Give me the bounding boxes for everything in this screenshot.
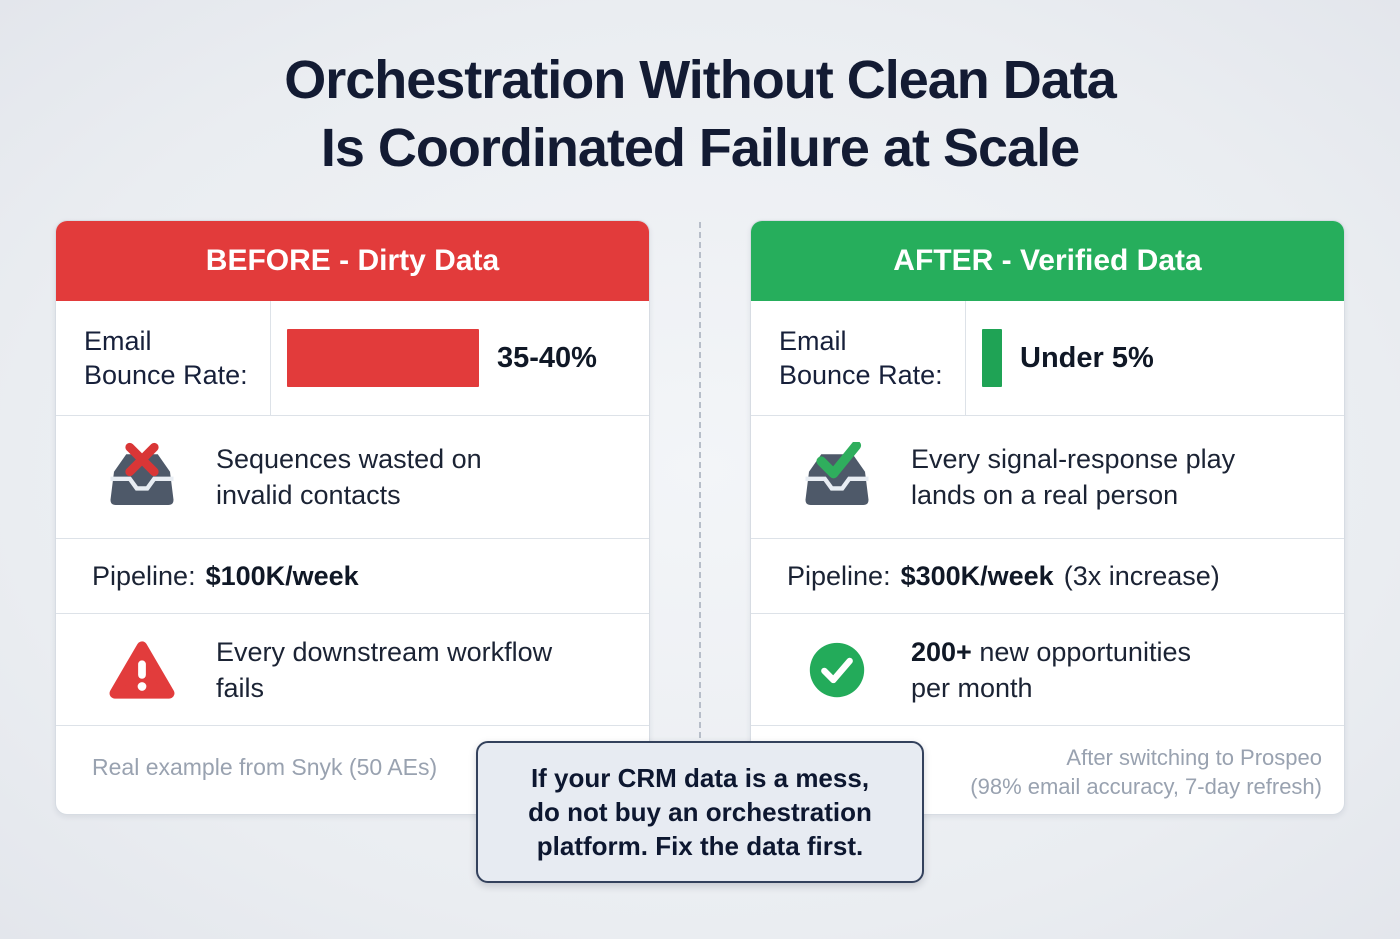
- before-bounce-value: 35-40%: [497, 341, 597, 374]
- before-row4-line1: Every downstream workflow: [216, 636, 553, 667]
- after-footer-line2: (98% email accuracy, 7-day refresh): [970, 774, 1322, 799]
- before-row4-text: Every downstream workflow fails: [216, 634, 552, 706]
- before-row2-text: Sequences wasted on invalid contacts: [216, 441, 482, 513]
- after-footer-note: After switching to Prospeo (98% email ac…: [751, 726, 1344, 814]
- before-row4-line2: fails: [216, 672, 265, 703]
- before-bounce-label-line2: Bounce Rate:: [84, 360, 248, 390]
- after-bounce-label-line2: Bounce Rate:: [779, 360, 943, 390]
- after-row4: 200+ new opportunities per month: [751, 614, 1344, 726]
- before-row2: Sequences wasted on invalid contacts: [56, 416, 649, 539]
- after-row4-bold: 200+: [911, 636, 972, 667]
- before-bounce-bar: [287, 329, 479, 387]
- inbox-x-icon: [100, 442, 184, 512]
- before-bounce-bar-cell: 35-40%: [271, 301, 649, 415]
- after-row4-rest: new opportunities: [971, 636, 1191, 667]
- before-row2-line1: Sequences wasted on: [216, 444, 482, 474]
- callout-box: If your CRM data is a mess, do not buy a…: [476, 741, 924, 883]
- before-bounce-label-line1: Email: [84, 326, 152, 356]
- after-row2: Every signal-response play lands on a re…: [751, 416, 1344, 539]
- center-dashed-divider: [699, 222, 701, 738]
- callout-line2: do not buy an orchestration: [528, 797, 872, 827]
- after-pipeline-row: Pipeline: $300K/week (3x increase): [751, 539, 1344, 614]
- after-bounce-row: Email Bounce Rate: Under 5%: [751, 301, 1344, 416]
- before-row2-line2: invalid contacts: [216, 480, 401, 510]
- after-row2-line2: lands on a real person: [911, 480, 1179, 510]
- page-title: Orchestration Without Clean Data Is Coor…: [0, 46, 1400, 182]
- before-row4: Every downstream workflow fails: [56, 614, 649, 726]
- page-title-line2: Is Coordinated Failure at Scale: [320, 118, 1080, 178]
- after-row4-line1: 200+ new opportunities: [911, 634, 1191, 670]
- inbox-check-icon: [795, 442, 879, 512]
- after-pipeline-suffix: (3x increase): [1063, 560, 1220, 591]
- after-card: AFTER - Verified Data Email Bounce Rate:…: [750, 220, 1345, 815]
- warning-triangle-icon: [100, 639, 184, 701]
- before-pipeline-label: Pipeline:: [92, 560, 196, 591]
- before-bounce-label: Email Bounce Rate:: [56, 301, 271, 415]
- before-pipeline-value: $100K/week: [205, 560, 359, 591]
- after-row4-line2: per month: [911, 672, 1033, 703]
- after-row2-line1: Every signal-response play: [911, 444, 1236, 474]
- after-footer-line1: After switching to Prospeo: [1066, 745, 1322, 770]
- callout-line3: platform. Fix the data first.: [536, 831, 864, 861]
- before-card: BEFORE - Dirty Data Email Bounce Rate: 3…: [55, 220, 650, 815]
- before-pipeline-row: Pipeline: $100K/week: [56, 539, 649, 614]
- after-bounce-label: Email Bounce Rate:: [751, 301, 966, 415]
- after-bounce-label-line1: Email: [779, 326, 847, 356]
- before-bounce-row: Email Bounce Rate: 35-40%: [56, 301, 649, 416]
- before-card-header: BEFORE - Dirty Data: [56, 221, 649, 301]
- page-title-line1: Orchestration Without Clean Data: [284, 50, 1117, 110]
- after-bounce-bar-cell: Under 5%: [966, 301, 1344, 415]
- after-row2-text: Every signal-response play lands on a re…: [911, 441, 1235, 513]
- after-row4-text: 200+ new opportunities per month: [911, 634, 1191, 706]
- after-card-header: AFTER - Verified Data: [751, 221, 1344, 301]
- after-pipeline-label: Pipeline:: [787, 560, 891, 591]
- after-pipeline-value: $300K/week: [900, 560, 1054, 591]
- check-circle-icon: [795, 641, 879, 699]
- before-footer-note: Real example from Snyk (50 AEs): [92, 754, 438, 780]
- after-bounce-value: Under 5%: [1020, 341, 1154, 374]
- after-bounce-bar: [982, 329, 1002, 387]
- callout-line1: If your CRM data is a mess,: [530, 763, 870, 793]
